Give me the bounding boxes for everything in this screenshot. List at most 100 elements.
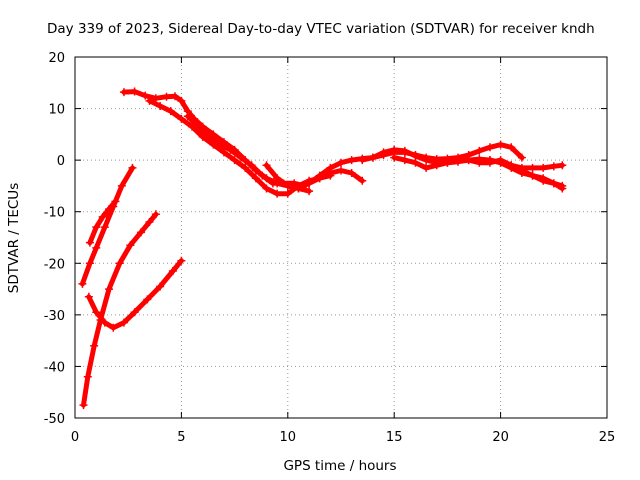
data-point [145, 218, 154, 227]
x-axis-label: GPS time / hours [283, 458, 396, 474]
data-point [368, 153, 377, 162]
data-point [119, 88, 128, 97]
series-arc-1 [78, 163, 137, 288]
data-point [119, 318, 128, 327]
plot-frame [74, 56, 608, 419]
data-point [539, 174, 548, 183]
data-point [496, 140, 505, 149]
data-point [92, 308, 101, 317]
data-point [549, 179, 558, 188]
data-point [326, 163, 335, 172]
data-point [111, 197, 120, 206]
series-trace [86, 258, 184, 331]
data-point [422, 156, 431, 165]
data-point [85, 259, 94, 268]
data-point [558, 181, 567, 190]
data-point [443, 158, 452, 167]
data-point [528, 163, 537, 172]
data-point [236, 153, 245, 162]
y-tick-label: -20 [44, 257, 65, 272]
data-point [226, 145, 235, 154]
data-point [85, 238, 94, 247]
data-point [347, 156, 356, 165]
data-point [145, 96, 154, 105]
y-tick-label: 0 [57, 154, 65, 169]
data-point [464, 156, 473, 165]
data-point [168, 267, 177, 276]
data-point [143, 295, 152, 304]
data-point [177, 96, 186, 105]
data-point [305, 179, 314, 188]
x-tick-label: 5 [177, 430, 185, 445]
series-arc-2 [85, 197, 120, 247]
y-tick-label: -10 [44, 206, 65, 221]
data-point [166, 107, 175, 116]
data-point [230, 156, 239, 165]
data-point [100, 223, 109, 232]
data-point [128, 163, 137, 172]
data-point [507, 143, 516, 152]
data-point [105, 205, 114, 214]
data-point [79, 401, 88, 410]
data-series [78, 87, 567, 410]
data-point [247, 161, 256, 170]
data-point [475, 158, 484, 167]
data-point [400, 156, 409, 165]
data-point [507, 163, 516, 172]
data-point [251, 174, 260, 183]
data-point [337, 166, 345, 175]
data-point [219, 148, 228, 157]
data-point [156, 282, 165, 291]
data-point [558, 161, 567, 170]
data-point [258, 171, 267, 180]
axis-ticks: 0 5 10 15 20 25 -50 -40 -30 -20 -10 0 10 20 [44, 51, 616, 445]
data-point [358, 176, 367, 185]
data-point [517, 169, 526, 178]
data-point [90, 341, 99, 350]
data-point [390, 145, 399, 154]
series-arc-3 [79, 210, 160, 410]
series-trace [487, 157, 565, 189]
data-point [315, 171, 324, 180]
y-tick-label: -30 [44, 309, 65, 324]
data-point [528, 171, 537, 180]
data-point [141, 91, 150, 100]
data-point [485, 143, 494, 152]
data-point [205, 132, 214, 141]
x-tick-label: 20 [492, 430, 509, 445]
data-point [390, 153, 399, 162]
data-point [358, 156, 367, 165]
data-point [294, 184, 303, 193]
y-tick-label: -50 [44, 412, 65, 427]
data-point [117, 181, 126, 190]
series-trace [81, 211, 159, 408]
data-point [151, 210, 160, 219]
data-point [156, 101, 165, 110]
data-point [162, 92, 171, 101]
data-point [105, 285, 114, 294]
data-point [177, 256, 186, 265]
y-tick-label: 20 [48, 51, 65, 66]
y-tick-label: -40 [44, 360, 65, 375]
data-point [475, 146, 484, 155]
data-point [411, 152, 420, 161]
y-axis-label: SDTVAR / TECUs [6, 183, 22, 293]
data-point [183, 112, 192, 121]
data-point [84, 292, 93, 301]
data-point [539, 163, 548, 172]
data-point [130, 308, 139, 317]
data-point [454, 156, 463, 165]
data-point [177, 114, 186, 123]
data-point [347, 169, 356, 178]
x-tick-label: 25 [599, 430, 616, 445]
data-point [109, 323, 118, 332]
data-point [194, 122, 203, 131]
series-arc-4 [84, 256, 186, 332]
data-point [422, 163, 431, 172]
chart-title: Day 339 of 2023, Sidereal Day-to-day VTE… [47, 21, 595, 37]
data-point [98, 212, 107, 221]
x-tick-label: 0 [71, 430, 79, 445]
x-tick-label: 15 [386, 430, 403, 445]
data-point [100, 318, 109, 327]
